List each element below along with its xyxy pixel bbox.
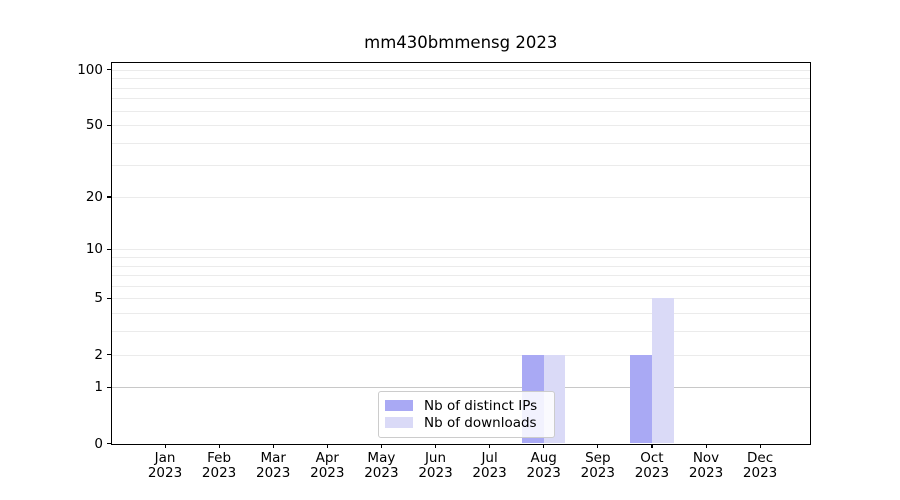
gridline-y-70 (111, 98, 810, 100)
gridline-y-10 (111, 249, 810, 251)
gridline-y-6 (111, 285, 810, 287)
x-tick-dec (759, 444, 761, 448)
x-tick-label: Jul 2023 (472, 450, 507, 481)
legend-label-downloads: Nb of downloads (424, 414, 537, 431)
gridline-y-3 (111, 331, 810, 333)
x-tick-label: Sep 2023 (580, 450, 615, 481)
y-tick-label: 10 (85, 241, 103, 258)
chart-title: mm430bmmensg 2023 (364, 33, 558, 52)
y-tick-label: 20 (85, 188, 103, 205)
gridline-y-100 (111, 69, 810, 71)
gridline-y-8 (111, 265, 810, 267)
y-tick-label: 1 (94, 379, 103, 396)
y-tick-10 (107, 248, 111, 250)
x-tick-apr (326, 444, 328, 448)
y-tick-label: 2 (94, 346, 103, 363)
x-tick-jan (164, 444, 166, 448)
x-tick-aug (543, 444, 545, 448)
gridline-y-90 (111, 78, 810, 80)
y-tick-5 (107, 297, 111, 300)
x-tick-sep (597, 444, 599, 448)
y-tick-100 (107, 69, 111, 71)
legend-item-downloads: Nb of downloads (385, 415, 546, 431)
x-tick-label: Oct 2023 (634, 450, 670, 481)
y-tick-1 (107, 386, 111, 389)
x-tick-label: May 2023 (364, 450, 399, 481)
x-tick-label: Nov 2023 (688, 450, 724, 481)
x-tick-label: Aug 2023 (526, 450, 561, 481)
x-tick-jul (489, 444, 491, 448)
bar-downloads-oct (651, 298, 674, 444)
gridline-y-20 (111, 196, 810, 198)
y-tick-label: 100 (77, 61, 103, 78)
legend: Nb of distinct IPs Nb of downloads (378, 390, 555, 438)
y-tick-label: 0 (94, 435, 103, 452)
y-tick-0 (107, 443, 111, 445)
x-tick-feb (218, 444, 220, 448)
gridline-y-60 (111, 110, 810, 112)
legend-swatch-downloads (385, 417, 413, 428)
x-tick-label: Apr 2023 (310, 450, 345, 481)
x-tick-nov (705, 444, 707, 448)
gridline-y-50 (111, 125, 810, 127)
gridline-y-40 (111, 142, 810, 144)
gridline-y-5 (111, 298, 810, 300)
bar-distinct-ips-oct (630, 354, 652, 444)
y-tick-label: 5 (94, 290, 103, 307)
legend-label-distinct-ips: Nb of distinct IPs (424, 397, 538, 414)
legend-swatch-distinct-ips (385, 400, 413, 411)
x-tick-label: Feb 2023 (201, 450, 237, 481)
plot-area (110, 62, 811, 445)
gridline-y-1 (111, 387, 810, 389)
gridline-y-2 (111, 354, 810, 356)
x-tick-may (380, 444, 383, 448)
gridline-y-30 (111, 165, 810, 167)
gridline-y-80 (111, 87, 810, 89)
y-tick-label: 50 (85, 117, 103, 134)
gridline-y-7 (111, 275, 810, 277)
x-tick-jun (435, 444, 437, 448)
x-tick-mar (272, 444, 274, 448)
x-tick-label: Jan 2023 (147, 450, 183, 481)
x-tick-label: Jun 2023 (418, 450, 453, 481)
x-tick-label: Mar 2023 (256, 450, 291, 481)
gridline-y-4 (111, 313, 810, 315)
gridline-y-9 (111, 256, 810, 258)
x-tick-label: Dec 2023 (742, 450, 778, 481)
legend-item-distinct-ips: Nb of distinct IPs (385, 398, 546, 414)
y-tick-2 (107, 354, 111, 356)
y-tick-50 (107, 124, 111, 126)
x-tick-oct (651, 444, 653, 448)
y-tick-20 (107, 196, 111, 198)
